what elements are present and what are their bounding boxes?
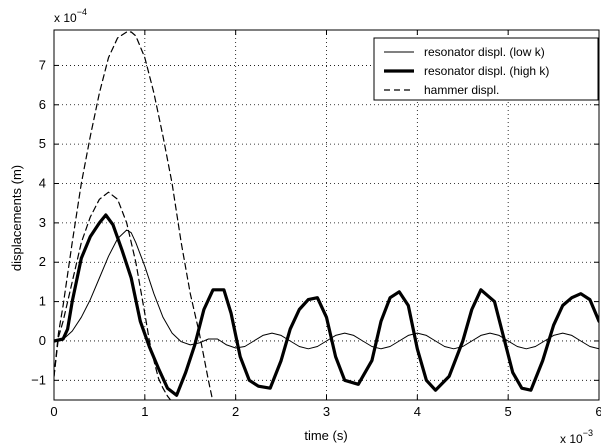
y-tick-label: 4 <box>39 176 46 191</box>
x-tick-label: 4 <box>414 404 421 419</box>
x-tick-label: 2 <box>232 404 239 419</box>
legend-box <box>373 37 599 101</box>
y-tick-label: −1 <box>31 372 46 387</box>
y-exponent-label: x 10−4 <box>54 7 87 25</box>
x-tick-label: 5 <box>505 404 512 419</box>
y-tick-label: 7 <box>39 57 46 72</box>
series-group <box>54 31 599 400</box>
x-exponent-label: x 10−3 <box>560 428 593 446</box>
y-exponent-base: x 10 <box>54 11 77 25</box>
legend: resonator displ. (low k) resonator displ… <box>373 37 599 101</box>
y-exponent-power: −4 <box>77 7 87 17</box>
legend-label-hammer: hammer displ. <box>424 83 499 97</box>
x-tick-label: 0 <box>50 404 57 419</box>
series-line-1 <box>54 213 599 397</box>
y-axis-label: displacements (m) <box>9 165 24 271</box>
legend-label-low-k: resonator displ. (low k) <box>424 45 545 59</box>
x-tick-label: 6 <box>595 404 601 419</box>
x-tick-label: 3 <box>323 404 330 419</box>
y-tick-label: 6 <box>39 97 46 112</box>
series-line-2 <box>54 191 172 400</box>
y-tick-label: 5 <box>39 136 46 151</box>
series-line-0 <box>54 229 599 350</box>
x-tick-label: 1 <box>141 404 148 419</box>
x-axis-label: time (s) <box>304 428 347 443</box>
y-tick-label: 2 <box>39 254 46 269</box>
x-exponent-power: −3 <box>583 428 593 438</box>
legend-label-high-k: resonator displ. (high k) <box>424 64 549 78</box>
series-line-3 <box>54 31 214 400</box>
y-tick-label: 1 <box>39 294 46 309</box>
x-exponent-base: x 10 <box>560 432 583 446</box>
axis-ticks: 0 1 2 3 4 5 6 −1 0 1 2 3 4 5 6 7 <box>31 30 601 419</box>
y-tick-label: 3 <box>39 215 46 230</box>
y-tick-label: 0 <box>39 333 46 348</box>
